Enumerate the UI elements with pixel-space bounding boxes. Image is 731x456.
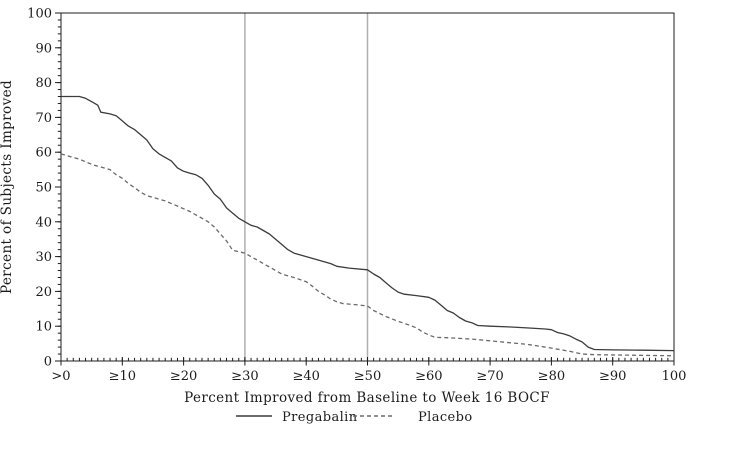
legend-label-placebo: Placebo [418, 410, 473, 425]
x-tick-label: >0 [51, 369, 70, 384]
x-tick-label: ≥70 [476, 369, 503, 384]
y-tick-label: 80 [35, 76, 52, 91]
x-tick-label: ≥60 [415, 369, 442, 384]
legend-label-pregabalin: Pregabalin [282, 410, 358, 425]
y-tick-label: 30 [35, 250, 52, 265]
series-line-pregabalin [61, 95, 675, 352]
reference-lines-layer [244, 13, 369, 361]
series-line-placebo [60, 153, 675, 357]
y-tick-label: 0 [44, 355, 52, 370]
x-tick-label: ≥30 [231, 369, 258, 384]
y-tick-label: 40 [35, 215, 52, 230]
x-tick-label: ≥50 [354, 369, 381, 384]
y-tick-label: 90 [35, 41, 52, 56]
axis-tick-labels-layer: >0 ≥10 ≥20 ≥30 ≥40 ≥50 ≥60 ≥70 ≥80 ≥90 100 0 10 20 30 4… [27, 7, 686, 385]
x-tick-label: ≥40 [292, 369, 319, 384]
y-tick-label: 20 [35, 285, 52, 300]
y-tick-label: 10 [35, 320, 52, 335]
data-series-layer [60, 95, 675, 357]
y-tick-label: 60 [35, 146, 52, 161]
x-tick-label: ≥80 [538, 369, 565, 384]
x-tick-label: ≥20 [170, 369, 197, 384]
x-axis-title: Percent Improved from Baseline to Week 1… [184, 390, 550, 406]
y-tick-label: 50 [35, 181, 52, 196]
axis-ticks-layer [55, 12, 675, 366]
x-tick-label: ≥10 [109, 369, 136, 384]
y-tick-label: 70 [35, 111, 52, 126]
x-tick-label: 100 [662, 369, 687, 384]
y-tick-label: 100 [27, 7, 52, 22]
legend: Pregabalin Placebo [236, 410, 473, 425]
x-tick-label: ≥90 [599, 369, 626, 384]
y-axis-title: Percent of Subjects Improved [0, 80, 15, 294]
